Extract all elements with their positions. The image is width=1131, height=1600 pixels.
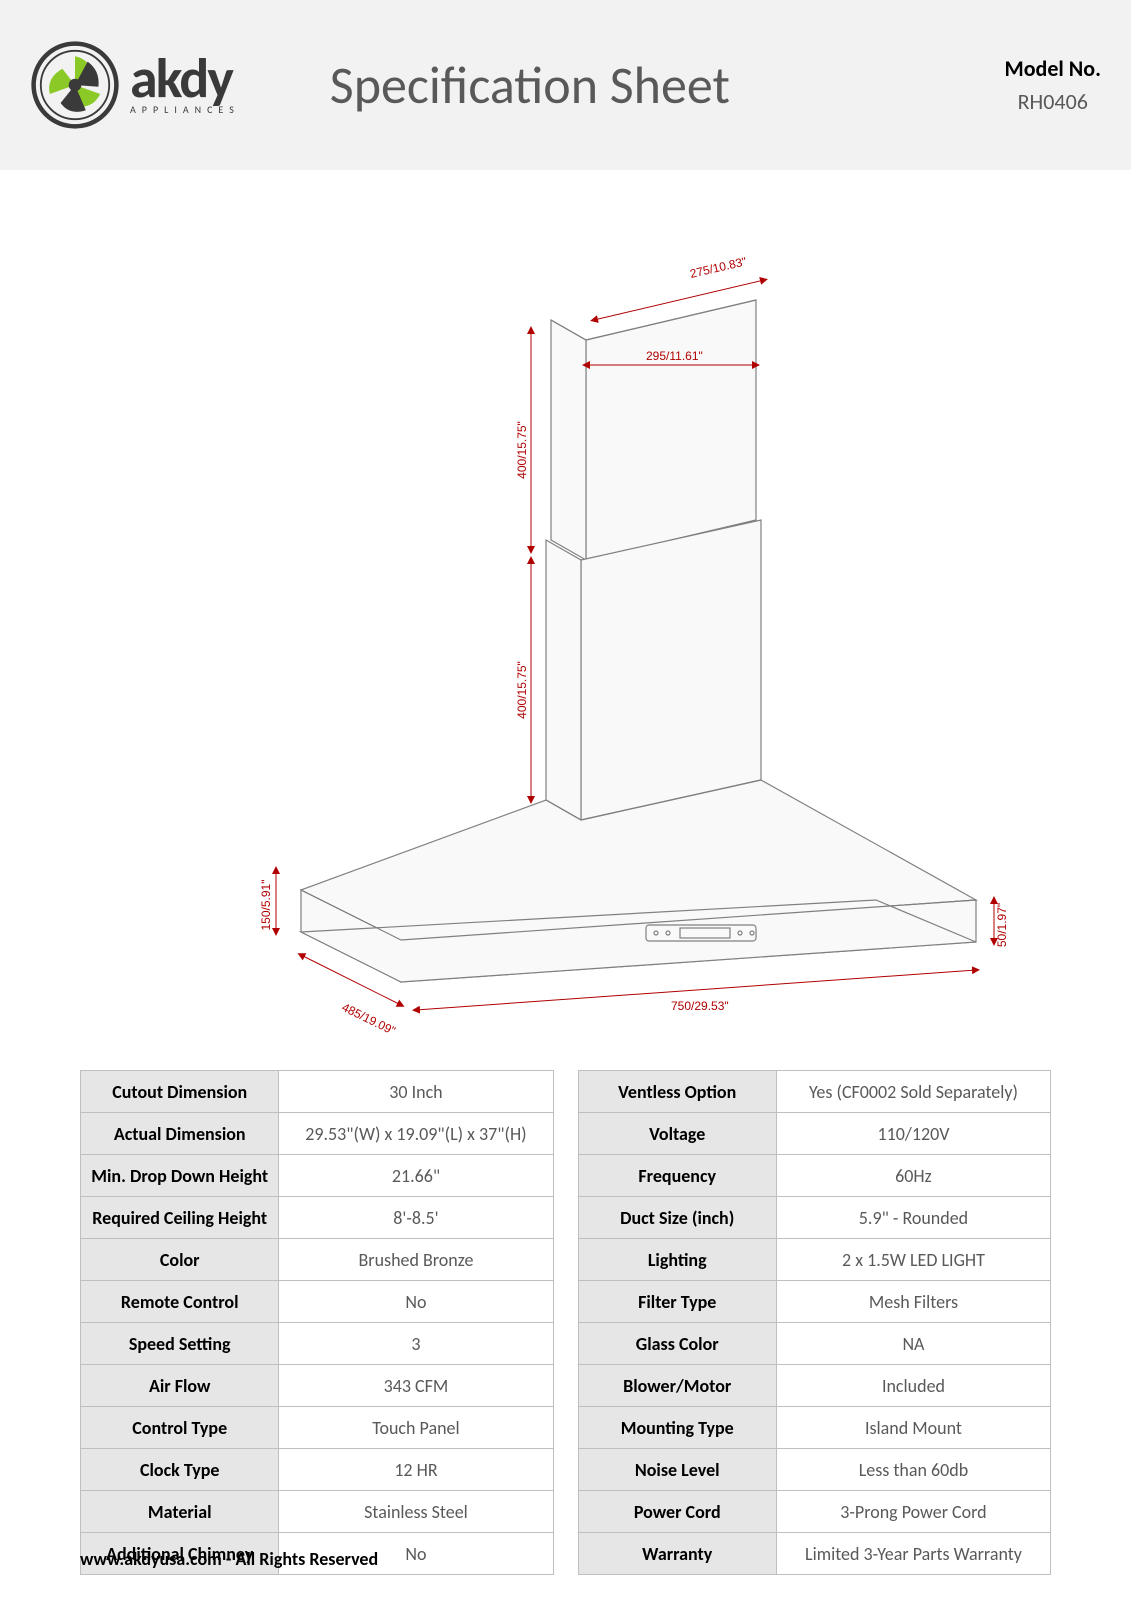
dim-left-h: 150/5.91" — [259, 880, 273, 931]
dim-lower-h: 400/15.75" — [515, 661, 529, 719]
dim-upper-h: 400/15.75" — [515, 421, 529, 479]
spec-value: Yes (CF0002 Sold Separately) — [776, 1071, 1050, 1113]
spec-value: 12 HR — [279, 1449, 553, 1491]
dim-top-width: 295/11.61" — [646, 349, 703, 363]
page-title: Specification Sheet — [330, 53, 730, 117]
spec-label: Voltage — [578, 1113, 776, 1155]
table-row: Air Flow343 CFM — [81, 1365, 554, 1407]
spec-label: Blower/Motor — [578, 1365, 776, 1407]
table-row: Ventless OptionYes (CF0002 Sold Separate… — [578, 1071, 1051, 1113]
spec-label: Color — [81, 1239, 279, 1281]
table-row: Mounting TypeIsland Mount — [578, 1407, 1051, 1449]
spec-label: Required Ceiling Height — [81, 1197, 279, 1239]
spec-label: Cutout Dimension — [81, 1071, 279, 1113]
spec-table-left: Cutout Dimension30 InchActual Dimension2… — [80, 1070, 554, 1575]
table-row: WarrantyLimited 3-Year Parts Warranty — [578, 1533, 1051, 1575]
logo-subtitle: APPLIANCES — [130, 103, 240, 116]
spec-label: Actual Dimension — [81, 1113, 279, 1155]
spec-value: Stainless Steel — [279, 1491, 553, 1533]
spec-label: Power Cord — [578, 1491, 776, 1533]
table-row: Control TypeTouch Panel — [81, 1407, 554, 1449]
model-block: Model No. RH0406 — [1004, 55, 1101, 115]
spec-label: Filter Type — [578, 1281, 776, 1323]
table-row: Speed Setting3 — [81, 1323, 554, 1365]
table-row: Power Cord3-Prong Power Cord — [578, 1491, 1051, 1533]
model-label: Model No. — [1004, 55, 1101, 82]
table-row: Blower/MotorIncluded — [578, 1365, 1051, 1407]
spec-value: Less than 60db — [776, 1449, 1050, 1491]
logo-name: akdy — [130, 54, 240, 104]
spec-value: Touch Panel — [279, 1407, 553, 1449]
spec-value: Included — [776, 1365, 1050, 1407]
spec-label: Duct Size (inch) — [578, 1197, 776, 1239]
spec-label: Noise Level — [578, 1449, 776, 1491]
spec-label: Mounting Type — [578, 1407, 776, 1449]
spec-value: 3 — [279, 1323, 553, 1365]
spec-label: Warranty — [578, 1533, 776, 1575]
spec-label: Frequency — [578, 1155, 776, 1197]
table-row: Cutout Dimension30 Inch — [81, 1071, 554, 1113]
spec-label: Glass Color — [578, 1323, 776, 1365]
spec-value: 110/120V — [776, 1113, 1050, 1155]
table-row: Required Ceiling Height8'-8.5' — [81, 1197, 554, 1239]
spec-label: Air Flow — [81, 1365, 279, 1407]
table-row: MaterialStainless Steel — [81, 1491, 554, 1533]
table-row: Clock Type12 HR — [81, 1449, 554, 1491]
logo-text: akdy APPLIANCES — [130, 54, 240, 115]
spec-label: Min. Drop Down Height — [81, 1155, 279, 1197]
spec-value: 30 Inch — [279, 1071, 553, 1113]
spec-label: Remote Control — [81, 1281, 279, 1323]
spec-label: Lighting — [578, 1239, 776, 1281]
spec-label: Speed Setting — [81, 1323, 279, 1365]
dim-top-diag: 275/10.83" — [688, 254, 747, 281]
dim-bottom-w: 750/29.53" — [671, 999, 729, 1013]
spec-value: 3-Prong Power Cord — [776, 1491, 1050, 1533]
spec-value: 8'-8.5' — [279, 1197, 553, 1239]
table-row: Lighting2 x 1.5W LED LIGHT — [578, 1239, 1051, 1281]
spec-label: Clock Type — [81, 1449, 279, 1491]
table-row: Remote ControlNo — [81, 1281, 554, 1323]
spec-value: 60Hz — [776, 1155, 1050, 1197]
spec-value: No — [279, 1281, 553, 1323]
dimension-diagram: 275/10.83" 295/11.61" 400/15.75" 400/15.… — [0, 170, 1131, 1070]
table-row: ColorBrushed Bronze — [81, 1239, 554, 1281]
table-row: Min. Drop Down Height21.66" — [81, 1155, 554, 1197]
header: akdy APPLIANCES Specification Sheet Mode… — [0, 0, 1131, 170]
spec-label: Control Type — [81, 1407, 279, 1449]
footer: www.akdyusa.com - All Rights Reserved — [80, 1548, 378, 1570]
spec-value: 29.53"(W) x 19.09"(L) x 37"(H) — [279, 1113, 553, 1155]
dim-right-h: 50/1.97" — [995, 903, 1009, 947]
model-number: RH0406 — [1004, 88, 1101, 115]
dim-left-diag: 485/19.09" — [339, 1000, 397, 1038]
spec-table-right: Ventless OptionYes (CF0002 Sold Separate… — [578, 1070, 1052, 1575]
spec-value: Brushed Bronze — [279, 1239, 553, 1281]
spec-label: Ventless Option — [578, 1071, 776, 1113]
table-row: Frequency60Hz — [578, 1155, 1051, 1197]
spec-tables: Cutout Dimension30 InchActual Dimension2… — [0, 1070, 1131, 1575]
spec-value: 2 x 1.5W LED LIGHT — [776, 1239, 1050, 1281]
logo: akdy APPLIANCES — [30, 40, 240, 130]
spec-value: 5.9" - Rounded — [776, 1197, 1050, 1239]
table-row: Filter TypeMesh Filters — [578, 1281, 1051, 1323]
table-row: Glass ColorNA — [578, 1323, 1051, 1365]
spec-value: 343 CFM — [279, 1365, 553, 1407]
table-row: Actual Dimension29.53"(W) x 19.09"(L) x … — [81, 1113, 554, 1155]
table-row: Noise LevelLess than 60db — [578, 1449, 1051, 1491]
table-row: Duct Size (inch)5.9" - Rounded — [578, 1197, 1051, 1239]
spec-value: Island Mount — [776, 1407, 1050, 1449]
spec-label: Material — [81, 1491, 279, 1533]
spec-value: Mesh Filters — [776, 1281, 1050, 1323]
logo-icon — [30, 40, 120, 130]
spec-value: Limited 3-Year Parts Warranty — [776, 1533, 1050, 1575]
spec-value: NA — [776, 1323, 1050, 1365]
spec-value: 21.66" — [279, 1155, 553, 1197]
table-row: Voltage110/120V — [578, 1113, 1051, 1155]
